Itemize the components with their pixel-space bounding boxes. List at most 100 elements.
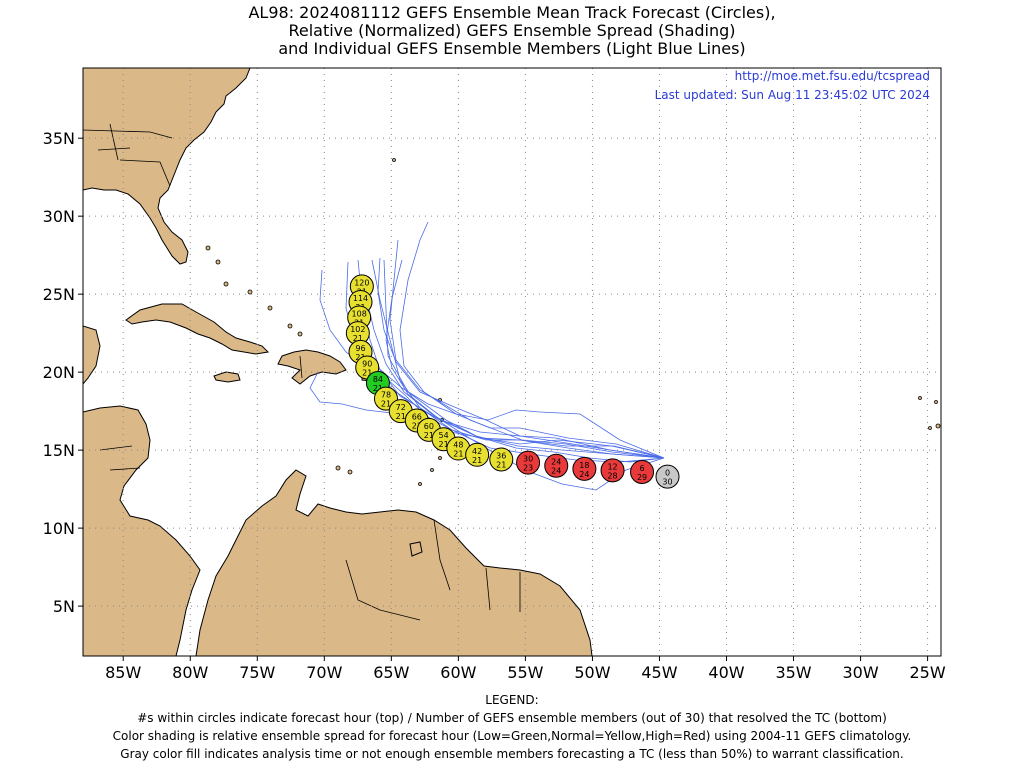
land-south-america <box>195 469 593 656</box>
land-masses <box>83 68 593 656</box>
longitude-labels: 85W 80W 75W 70W 65W 60W 55W 50W 45W 40W 35W 30W 25W <box>105 656 946 682</box>
legend-line-3: Gray color fill indicates analysis time … <box>120 747 904 761</box>
latitude-labels: 35N 30N 25N 20N 15N 10N 5N <box>43 129 83 616</box>
forecast-hour-label: 0 <box>665 469 670 478</box>
forecast-hour-label: 30 <box>523 455 533 464</box>
member-count-label: 21 <box>362 368 372 377</box>
land-cuba <box>125 303 270 355</box>
member-count-label: 24 <box>551 467 561 476</box>
forecast-hour-label: 108 <box>352 310 367 319</box>
last-updated-text: Last updated: Sun Aug 11 23:45:02 UTC 20… <box>654 88 930 102</box>
source-url-link[interactable]: http://moe.met.fsu.edu/tcspread <box>734 69 930 83</box>
member-count-label: 21 <box>453 450 463 459</box>
forecast-hour-label: 36 <box>496 451 506 460</box>
lon-tick-label: 45W <box>641 663 677 682</box>
member-count-label: 24 <box>579 470 589 479</box>
member-count-label: 21 <box>472 456 482 465</box>
track-circle <box>655 464 680 489</box>
map-title-line-2: Relative (Normalized) GEFS Ensemble Spre… <box>288 21 736 40</box>
member-count-label: 21 <box>424 431 434 440</box>
track-circle <box>516 450 541 475</box>
lat-tick-label: 25N <box>43 285 75 304</box>
track-point: 030 <box>655 464 680 489</box>
lon-tick-label: 55W <box>507 663 543 682</box>
lat-tick-label: 30N <box>43 207 75 226</box>
lon-tick-label: 75W <box>239 663 275 682</box>
member-count-label: 21 <box>353 334 363 343</box>
ensemble-member-tracks <box>309 221 665 491</box>
track-circle <box>465 442 490 467</box>
member-count-label: 21 <box>412 421 422 430</box>
lat-tick-label: 5N <box>53 597 75 616</box>
legend-line-2: Color shading is relative ensemble sprea… <box>112 729 912 743</box>
ocean <box>83 68 941 656</box>
map-title-line-1: AL98: 2024081112 GEFS Ensemble Mean Trac… <box>248 3 776 22</box>
member-count-label: 21 <box>381 400 391 409</box>
track-circle <box>572 456 597 481</box>
map-layer: 1202111421108211022196219021842178217221… <box>83 68 941 656</box>
forecast-hour-label: 48 <box>453 441 463 450</box>
forecast-hour-label: 78 <box>381 391 391 400</box>
forecast-hour-label: 24 <box>551 458 561 467</box>
forecast-hour-label: 90 <box>362 359 372 368</box>
lon-tick-label: 50W <box>574 663 610 682</box>
lat-lon-grid <box>83 68 941 656</box>
track-circle <box>600 458 625 483</box>
land-trinidad <box>409 541 423 557</box>
land-jamaica <box>213 371 241 383</box>
land-north-america <box>83 68 251 265</box>
forecast-hour-label: 72 <box>396 403 406 412</box>
lat-tick-label: 10N <box>43 519 75 538</box>
lon-tick-label: 25W <box>910 663 946 682</box>
track-circle <box>630 459 655 484</box>
lon-tick-label: 60W <box>440 663 476 682</box>
member-count-label: 21 <box>373 384 383 393</box>
member-count-label: 29 <box>637 473 647 482</box>
forecast-hour-label: 54 <box>439 431 449 440</box>
map-title-line-3: and Individual GEFS Ensemble Members (Li… <box>278 39 746 58</box>
member-count-label: 28 <box>607 471 617 480</box>
mean-track: 1202111421108211022196219021842178217221… <box>345 274 680 489</box>
forecast-hour-label: 84 <box>373 375 383 384</box>
lon-tick-label: 35W <box>775 663 811 682</box>
member-count-label: 21 <box>355 353 365 362</box>
track-point: 629 <box>630 459 655 484</box>
legend-line-1: #s within circles indicate forecast hour… <box>137 711 887 725</box>
forecast-hour-label: 96 <box>355 344 365 353</box>
legend-heading: LEGEND: <box>485 693 539 707</box>
lon-tick-label: 40W <box>708 663 744 682</box>
lon-tick-label: 30W <box>842 663 878 682</box>
lon-tick-label: 70W <box>306 663 342 682</box>
forecast-hour-label: 6 <box>639 464 644 473</box>
member-count-label: 21 <box>439 440 449 449</box>
forecast-hour-label: 12 <box>607 462 617 471</box>
lat-tick-label: 15N <box>43 441 75 460</box>
lon-tick-label: 85W <box>105 663 141 682</box>
lat-tick-label: 20N <box>43 363 75 382</box>
track-circle <box>544 453 569 478</box>
land-central-america <box>83 325 201 656</box>
lat-tick-label: 35N <box>43 129 75 148</box>
lon-tick-label: 80W <box>172 663 208 682</box>
member-count-label: 30 <box>662 478 672 487</box>
map-frame <box>82 67 942 657</box>
forecast-hour-label: 120 <box>354 278 369 287</box>
forecast-hour-label: 42 <box>472 447 482 456</box>
forecast-hour-label: 114 <box>353 294 368 303</box>
land-hispaniola <box>277 349 347 385</box>
lon-tick-label: 65W <box>373 663 409 682</box>
member-count-label: 21 <box>496 460 506 469</box>
forecast-hour-label: 18 <box>579 461 589 470</box>
forecast-hour-label: 102 <box>350 325 365 334</box>
member-count-label: 23 <box>523 464 533 473</box>
member-count-label: 21 <box>396 412 406 421</box>
forecast-hour-label: 66 <box>412 412 422 421</box>
